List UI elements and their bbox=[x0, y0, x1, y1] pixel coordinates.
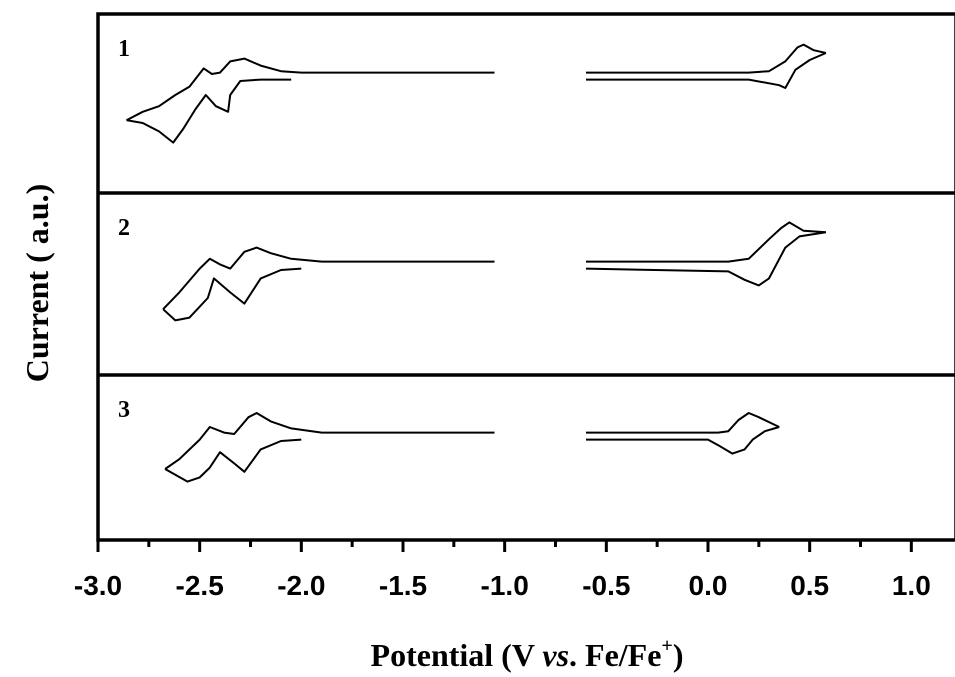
x-tick-label: 0.0 bbox=[689, 570, 728, 601]
y-axis-title: Current ( a.u.) bbox=[19, 184, 55, 383]
panel-2: 2 bbox=[118, 215, 827, 322]
cv-trace-oxidation-forward bbox=[586, 43, 827, 74]
x-tick-label: 1.0 bbox=[892, 570, 931, 601]
cv-trace-oxidation-reverse bbox=[586, 426, 780, 455]
panel-1: 1 bbox=[118, 36, 827, 144]
x-tick-label: -2.5 bbox=[176, 570, 224, 601]
x-tick-label: 0.5 bbox=[790, 570, 829, 601]
x-axis-title: Potential (V vs. Fe/Fe+) bbox=[371, 635, 684, 673]
x-axis-title-middle: . Fe/Fe bbox=[569, 637, 661, 673]
panel-label: 3 bbox=[118, 397, 130, 423]
x-axis-title-suffix: ) bbox=[673, 637, 684, 673]
x-tick-label: -3.0 bbox=[74, 570, 122, 601]
panel-label: 1 bbox=[118, 36, 130, 62]
x-axis-title-prefix: Potential (V bbox=[371, 637, 543, 673]
x-axis-title-italic: vs bbox=[542, 637, 569, 673]
x-tick-label: -1.0 bbox=[481, 570, 529, 601]
cv-trace-oxidation-reverse bbox=[586, 52, 827, 89]
cv-trace-cathodic-scan bbox=[126, 78, 292, 144]
x-axis-title-superscript: + bbox=[661, 635, 672, 657]
cv-trace-cathodic-scan bbox=[162, 267, 302, 322]
cv-trace-oxidation-forward bbox=[586, 221, 826, 263]
x-tick-label: -0.5 bbox=[582, 570, 630, 601]
panel-3: 3 bbox=[118, 397, 780, 483]
x-tick-label: -1.5 bbox=[379, 570, 427, 601]
cv-trace-cathodic-scan bbox=[164, 438, 302, 483]
plot-frame bbox=[96, 12, 955, 542]
cv-trace-oxidation-reverse bbox=[585, 231, 827, 287]
cv-trace-anodic-scan bbox=[164, 412, 495, 470]
plot-border bbox=[96, 12, 955, 542]
cv-trace-oxidation-forward bbox=[586, 412, 780, 434]
panels: 1 2 3 bbox=[118, 36, 827, 483]
x-axis: -3.0 -2.5 -2.0 -1.5 -1.0 -0.5 0.0 0.5 1.0 bbox=[74, 540, 931, 601]
cv-trace-anodic-scan bbox=[162, 246, 495, 310]
panel-label: 2 bbox=[118, 215, 130, 241]
cv-trace-anodic-scan bbox=[126, 57, 495, 122]
x-tick-label: -2.0 bbox=[277, 570, 325, 601]
